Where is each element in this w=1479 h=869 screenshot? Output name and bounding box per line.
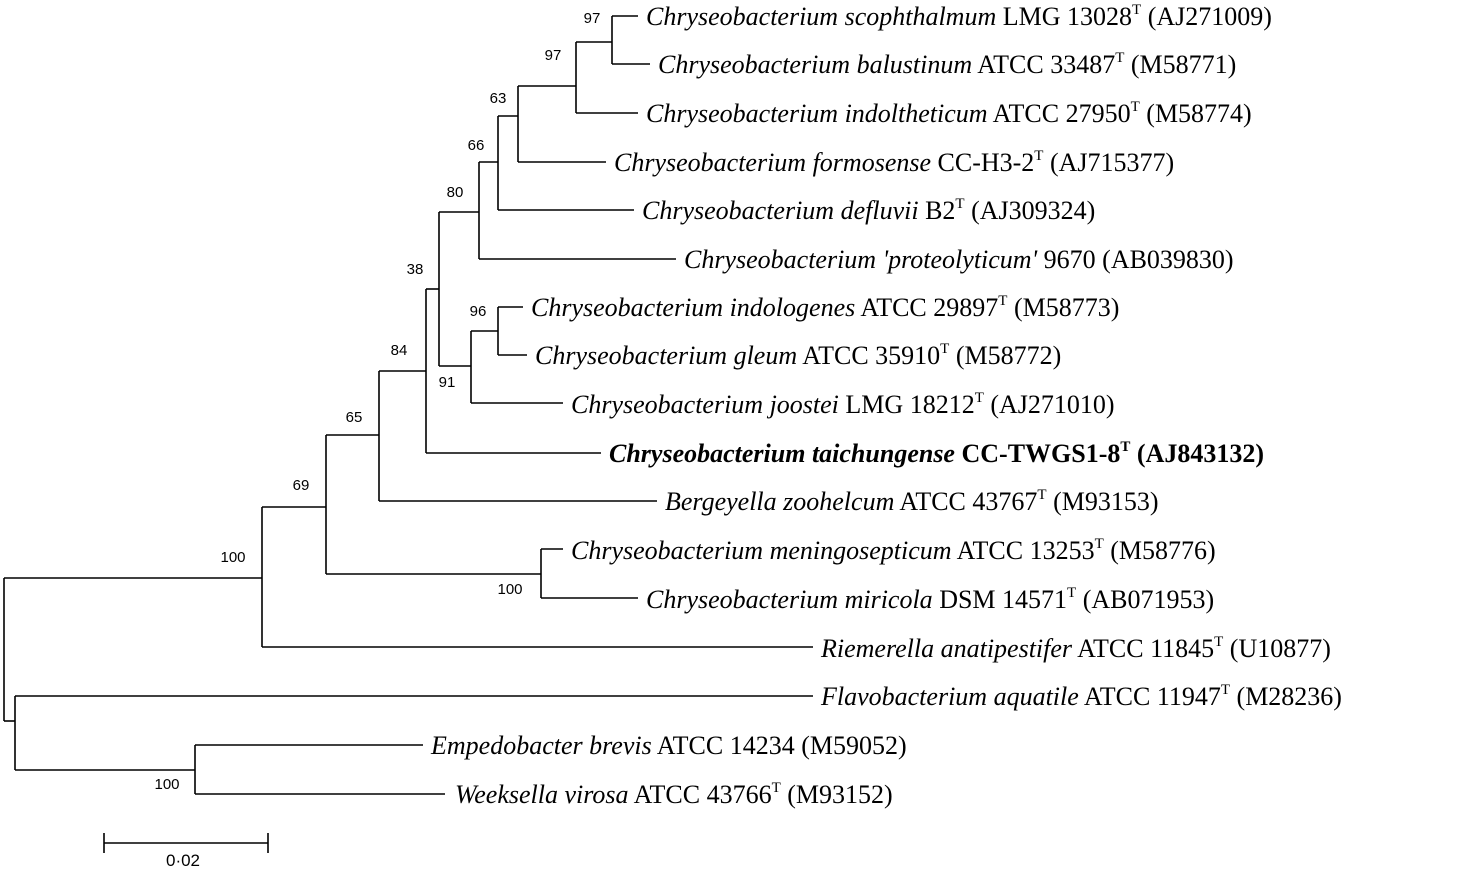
bootstrap-value: 97 xyxy=(545,47,562,64)
taxon-label: Weeksella virosa ATCC 43766T (M93152) xyxy=(455,780,893,809)
taxon-label: Bergeyella zoohelcum ATCC 43767T (M93153… xyxy=(665,487,1159,516)
bootstrap-value: 63 xyxy=(490,90,507,107)
taxon-label: Chryseobacterium formosense CC-H3-2T (AJ… xyxy=(614,148,1174,177)
bootstrap-value: 97 xyxy=(584,10,601,27)
taxon-label-highlighted: Chryseobacterium taichungense CC-TWGS1-8… xyxy=(609,439,1264,468)
taxon-label: Riemerella anatipestifer ATCC 11845T (U1… xyxy=(820,634,1331,663)
taxon-label: Chryseobacterium scophthalmum LMG 13028T… xyxy=(646,2,1272,31)
taxon-label: Chryseobacterium miricola DSM 14571T (AB… xyxy=(646,585,1214,614)
taxon-label: Chryseobacterium indoltheticum ATCC 2795… xyxy=(646,99,1252,128)
bootstrap-value: 96 xyxy=(470,303,487,320)
scale-bar: 0·02 xyxy=(103,833,269,869)
bootstrap-value: 80 xyxy=(447,184,464,201)
bootstrap-values: 97 97 63 66 80 38 96 84 91 65 69 100 100… xyxy=(154,10,600,793)
scale-bar-label: 0·02 xyxy=(166,851,200,869)
taxon-label: Empedobacter brevis ATCC 14234 (M59052) xyxy=(430,731,907,760)
bootstrap-value: 84 xyxy=(391,342,408,359)
taxon-label: Chryseobacterium balustinum ATCC 33487T … xyxy=(658,50,1236,79)
taxon-labels: Chryseobacterium scophthalmum LMG 13028T… xyxy=(430,2,1342,809)
taxon-label: Chryseobacterium indologenes ATCC 29897T… xyxy=(531,293,1119,322)
taxon-label: Chryseobacterium gleum ATCC 35910T (M587… xyxy=(535,341,1061,370)
bootstrap-value: 66 xyxy=(468,137,485,154)
bootstrap-value: 65 xyxy=(346,409,363,426)
bootstrap-value: 38 xyxy=(407,261,424,278)
tree-branches xyxy=(3,15,813,795)
bootstrap-value: 100 xyxy=(220,549,245,566)
taxon-label: Chryseobacterium 'proteolyticum' 9670 (A… xyxy=(684,245,1234,274)
taxon-label: Flavobacterium aquatile ATCC 11947T (M28… xyxy=(820,682,1342,711)
bootstrap-value: 69 xyxy=(293,477,310,494)
bootstrap-value: 100 xyxy=(497,581,522,598)
taxon-label: Chryseobacterium defluvii B2T (AJ309324) xyxy=(642,196,1095,225)
bootstrap-value: 91 xyxy=(439,374,456,391)
taxon-label: Chryseobacterium meningosepticum ATCC 13… xyxy=(571,536,1216,565)
scale-bar-line xyxy=(103,833,269,853)
taxon-label: Chryseobacterium joostei LMG 18212T (AJ2… xyxy=(571,390,1115,419)
bootstrap-value: 100 xyxy=(154,776,179,793)
